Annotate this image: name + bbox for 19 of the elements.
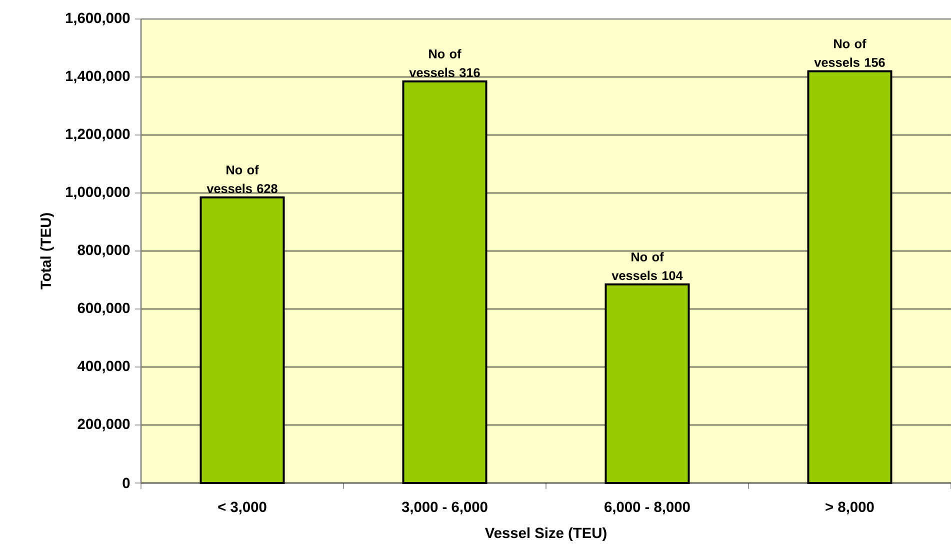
x-tick-label: 3,000 - 6,000 xyxy=(402,502,488,514)
annotation: No of vessels 628 xyxy=(206,165,278,194)
annotation: No of vessels 156 xyxy=(814,38,885,67)
x-tick-label: > 8,000 xyxy=(826,502,874,514)
y-tick-label: 200,000 xyxy=(78,418,130,432)
y-tick-label: 400,000 xyxy=(78,360,130,374)
y-tick-label: 800,000 xyxy=(78,244,130,258)
annotation: No of vessels 316 xyxy=(409,49,480,78)
y-tick-label: 1,400,000 xyxy=(66,70,130,84)
y-tick-label: 1,200,000 xyxy=(66,128,130,142)
y-tick-label: 0 xyxy=(122,478,130,488)
x-axis-title: Vessel Size (TEU) xyxy=(484,527,606,542)
x-tick-label: 6,000 - 8,000 xyxy=(604,502,690,514)
y-tick-label: 1,600,000 xyxy=(66,12,130,26)
y-tick-label: 600,000 xyxy=(78,302,130,316)
annotation: No of vessels 104 xyxy=(612,252,683,280)
x-tick-label: < 3,000 xyxy=(218,502,266,514)
y-axis-title: Total (TEU) xyxy=(40,213,54,290)
y-tick-label: 1,000,000 xyxy=(66,186,130,200)
